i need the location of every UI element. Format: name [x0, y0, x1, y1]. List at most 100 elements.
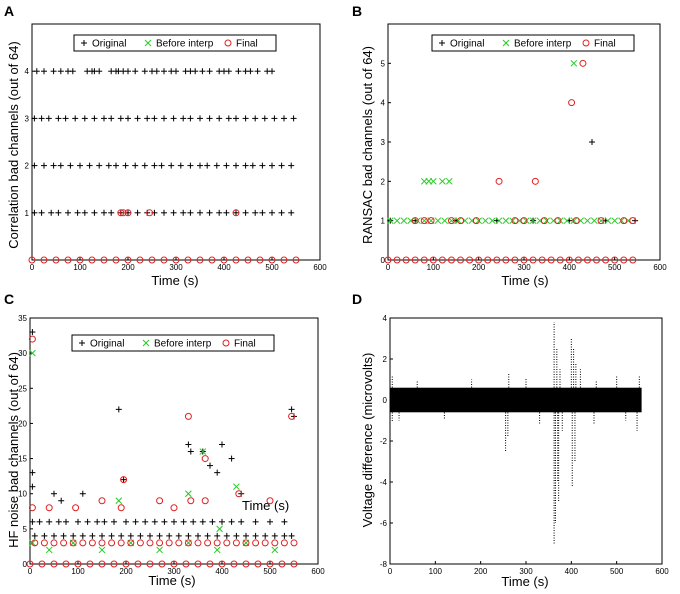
panel-b-point-final — [538, 256, 546, 264]
panel-b-point-before-interp — [522, 217, 530, 225]
panel-c-point-final — [74, 560, 82, 568]
panel-c-point-final — [170, 504, 178, 512]
panel-b-legend-label: Original — [450, 39, 484, 50]
panel-c-point-final — [50, 560, 58, 568]
panel-a-point-original — [105, 162, 112, 169]
panel-c-point-original — [209, 518, 216, 525]
panel-b-legend-label: Final — [594, 39, 616, 50]
panel-c-point-final — [280, 539, 288, 547]
panel-c-point-before-interp — [156, 546, 163, 554]
panel-b-point-before-interp — [488, 217, 496, 225]
panel-b-point-final — [620, 217, 628, 225]
panel-c-point-final — [86, 560, 94, 568]
panel-a-point-original — [50, 68, 57, 75]
panel-b-point-before-interp — [584, 217, 591, 225]
panel-a-series-original — [31, 68, 297, 216]
panel-b-point-final — [531, 177, 539, 185]
panel-b-point-final — [540, 217, 548, 225]
panel-a-point-final — [112, 256, 120, 264]
panel-c-point-original — [55, 518, 62, 525]
panel-a-point-original — [31, 115, 38, 122]
panel-c-point-original — [252, 518, 259, 525]
panel-b-point-before-interp — [429, 177, 437, 185]
panel-c-point-final — [184, 539, 192, 547]
panel-a-point-final — [64, 256, 72, 264]
panel-b-point-final — [620, 256, 628, 264]
panel-a-point-original — [281, 115, 287, 122]
panel-a-point-original — [65, 209, 71, 216]
panel-a-point-original — [132, 162, 139, 169]
panel-c-point-original — [127, 532, 134, 539]
panel-c-xlabel: Time (s) — [148, 573, 195, 588]
panel-a-point-original — [113, 162, 119, 169]
panel-c-point-before-interp — [216, 525, 223, 533]
panel-b-legend-marker — [439, 40, 445, 46]
panel-c-point-original — [70, 532, 77, 539]
panel-a-ytick-label: 2 — [25, 162, 30, 171]
panel-a-point-original — [101, 115, 107, 122]
panel-a-legend: Original Before interp Final — [73, 34, 277, 52]
panel-b-point-final — [529, 256, 537, 264]
panel-a-legend-label: Original — [92, 39, 126, 50]
panel-d-signal-band — [390, 387, 642, 413]
panel-b-point-before-interp — [543, 217, 551, 225]
panel-c-point-final — [204, 539, 212, 547]
panel-a-xtick-label: 300 — [169, 263, 183, 272]
panel-a-point-original — [242, 115, 249, 122]
panel-c-point-original — [171, 518, 177, 525]
panel-c-point-original — [99, 532, 105, 539]
panel-a-legend-label: Final — [236, 39, 258, 50]
panel-a-point-original — [33, 68, 40, 75]
panel-b-ytick-label: 4 — [381, 99, 386, 108]
panel-d-spikes — [391, 322, 640, 544]
panel-a-point-original — [187, 209, 194, 216]
panel-a-point-original — [216, 115, 223, 122]
panel-d-xtick-label: 100 — [429, 567, 443, 576]
panel-a-xtick-label: 500 — [265, 263, 279, 272]
panel-a-legend-marker — [81, 40, 87, 46]
panel-c-point-final — [158, 560, 166, 568]
panel-c-point-original — [228, 518, 235, 525]
panel-c-point-before-interp — [213, 546, 221, 554]
panel-c-point-original — [175, 532, 182, 539]
panel-a-point-original — [31, 209, 38, 216]
panel-a-point-original — [269, 209, 275, 216]
panel-b-point-final — [493, 256, 501, 264]
panel-c-point-final — [98, 539, 106, 547]
panel-c-point-original — [79, 490, 86, 497]
panel-b-point-final — [574, 256, 582, 264]
panel-a-xtick-label: 0 — [30, 263, 35, 272]
panel-c-point-final — [290, 539, 298, 547]
panel-b-point-final — [472, 217, 480, 225]
panel-c-point-original — [185, 532, 192, 539]
panel-a-legend-box — [73, 34, 277, 52]
panel-a-ytick-label: 4 — [25, 67, 30, 76]
panel-b-point-final — [447, 217, 455, 225]
panel-a-point-original — [187, 115, 194, 122]
panel-a-point-original — [180, 115, 187, 122]
panel-c-legend: Original Before interp Final — [71, 334, 275, 352]
panel-c-point-before-interp — [115, 497, 123, 505]
panel-c-point-final — [127, 539, 135, 547]
panel-c-point-original — [185, 441, 192, 448]
panel-b-series-final — [384, 59, 637, 264]
panel-c-point-final — [28, 335, 36, 343]
panel-a-point-final — [256, 256, 264, 264]
panel-c-point-final — [230, 560, 238, 568]
panel-a-point-original — [41, 68, 47, 75]
panel-c-point-original — [204, 532, 211, 539]
panel-c-point-original — [166, 532, 173, 539]
panel-d-ytick-label: -2 — [380, 437, 388, 446]
panel-b-point-before-interp — [509, 217, 517, 225]
panel-b-point-final — [429, 256, 437, 264]
panel-c-point-original — [223, 532, 230, 539]
panel-a-series-final — [28, 209, 300, 264]
panel-a-point-original — [170, 209, 177, 216]
panel-c-point-final — [98, 560, 106, 568]
panel-b-point-final — [556, 256, 564, 264]
panel-a-point-original — [41, 162, 47, 169]
panel-c-point-original — [180, 518, 187, 525]
panel-a-point-original — [233, 162, 239, 169]
panel-c-point-final — [218, 560, 226, 568]
panel-c-ylabel: HF noise bad channels (out of 64) — [6, 352, 21, 548]
